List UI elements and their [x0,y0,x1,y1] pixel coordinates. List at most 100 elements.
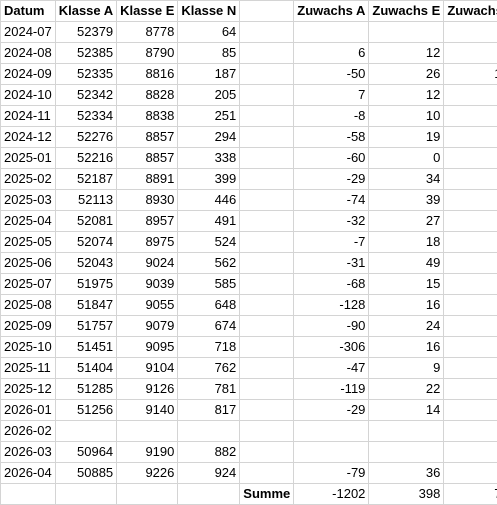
cell-datum[interactable]: 2026-01 [1,400,56,421]
cell-datum[interactable]: 2025-10 [1,337,56,358]
cell-klasse-e[interactable]: 8930 [117,190,178,211]
cell-datum[interactable]: 2025-01 [1,148,56,169]
cell-datum[interactable]: 2025-08 [1,295,56,316]
cell-zuwachs-n[interactable]: 63 [444,295,497,316]
cell-zuwachs-e[interactable]: 12 [369,85,444,106]
cell-klasse-e[interactable]: 9126 [117,379,178,400]
cell-datum[interactable] [1,484,56,505]
cell-klasse-a[interactable]: 52276 [55,127,116,148]
cell-klasse-a[interactable]: 52043 [55,253,116,274]
cell-zuwachs-a[interactable]: -31 [294,253,369,274]
cell-klasse-a[interactable] [55,421,116,442]
cell-zuwachs-a[interactable]: -60 [294,148,369,169]
cell-zuwachs-n[interactable]: 102 [444,64,497,85]
cell-zuwachs-n[interactable]: 21 [444,43,497,64]
cell-label[interactable] [240,148,294,169]
cell-klasse-e[interactable]: 9095 [117,337,178,358]
header-cell-empty[interactable] [240,1,294,22]
cell-zuwachs-n[interactable]: 44 [444,148,497,169]
cell-label[interactable] [240,43,294,64]
cell-datum[interactable]: 2025-12 [1,379,56,400]
cell-klasse-n[interactable]: 294 [178,127,240,148]
cell-zuwachs-n[interactable]: 33 [444,232,497,253]
cell-datum[interactable]: 2025-03 [1,190,56,211]
cell-klasse-n[interactable]: 187 [178,64,240,85]
cell-klasse-n[interactable]: 817 [178,400,240,421]
cell-zuwachs-a[interactable]: -29 [294,400,369,421]
cell-zuwachs-e[interactable]: 34 [369,169,444,190]
cell-label[interactable] [240,253,294,274]
cell-datum[interactable]: 2025-02 [1,169,56,190]
cell-klasse-e[interactable]: 8857 [117,127,178,148]
cell-label[interactable] [240,106,294,127]
cell-klasse-e[interactable]: 8816 [117,64,178,85]
cell-klasse-a[interactable]: 52379 [55,22,116,43]
cell-klasse-e[interactable]: 8828 [117,85,178,106]
cell-zuwachs-n[interactable] [444,442,497,463]
cell-klasse-a[interactable]: 51451 [55,337,116,358]
header-cell-zuwachs-e[interactable]: Zuwachs E [369,1,444,22]
cell-label[interactable] [240,463,294,484]
cell-klasse-e[interactable]: 8975 [117,232,178,253]
cell-zuwachs-e[interactable]: 14 [369,400,444,421]
cell-klasse-a[interactable]: 52216 [55,148,116,169]
cell-zuwachs-e[interactable] [369,442,444,463]
cell-zuwachs-e[interactable]: 16 [369,337,444,358]
cell-klasse-n[interactable] [178,484,240,505]
cell-zuwachs-a[interactable]: -74 [294,190,369,211]
cell-label[interactable] [240,274,294,295]
cell-label[interactable] [240,22,294,43]
cell-klasse-a[interactable]: 51256 [55,400,116,421]
cell-zuwachs-a[interactable]: -306 [294,337,369,358]
cell-label[interactable] [240,127,294,148]
cell-datum[interactable]: 2025-09 [1,316,56,337]
cell-klasse-n[interactable]: 762 [178,358,240,379]
cell-zuwachs-a[interactable]: -128 [294,295,369,316]
cell-zuwachs-a[interactable]: -8 [294,106,369,127]
cell-zuwachs-n[interactable]: 45 [444,211,497,232]
cell-zuwachs-n[interactable]: 46 [444,106,497,127]
cell-label[interactable] [240,400,294,421]
cell-zuwachs-n[interactable]: 23 [444,274,497,295]
cell-klasse-e[interactable]: 9190 [117,442,178,463]
cell-datum[interactable]: 2024-08 [1,43,56,64]
cell-zuwachs-a[interactable] [294,442,369,463]
cell-label[interactable] [240,421,294,442]
cell-zuwachs-a[interactable]: -79 [294,463,369,484]
cell-zuwachs-n[interactable]: 19 [444,379,497,400]
cell-zuwachs-n[interactable]: 795 [444,484,497,505]
cell-klasse-n[interactable]: 648 [178,295,240,316]
cell-klasse-a[interactable]: 52113 [55,190,116,211]
cell-label[interactable] [240,85,294,106]
cell-label[interactable] [240,316,294,337]
cell-klasse-a[interactable]: 51847 [55,295,116,316]
cell-klasse-n[interactable]: 251 [178,106,240,127]
cell-zuwachs-e[interactable]: 10 [369,106,444,127]
cell-label[interactable] [240,64,294,85]
cell-zuwachs-a[interactable]: 6 [294,43,369,64]
cell-datum[interactable]: 2025-05 [1,232,56,253]
cell-zuwachs-a[interactable]: -90 [294,316,369,337]
cell-zuwachs-a[interactable]: -50 [294,64,369,85]
cell-klasse-n[interactable]: 781 [178,379,240,400]
cell-klasse-a[interactable]: 52334 [55,106,116,127]
cell-klasse-a[interactable]: 52187 [55,169,116,190]
cell-klasse-n[interactable]: 882 [178,442,240,463]
cell-klasse-e[interactable]: 9039 [117,274,178,295]
cell-datum[interactable]: 2025-06 [1,253,56,274]
cell-zuwachs-n[interactable]: 42 [444,463,497,484]
cell-datum[interactable]: 2024-07 [1,22,56,43]
header-cell-datum[interactable]: Datum [1,1,56,22]
cell-zuwachs-e[interactable]: 9 [369,358,444,379]
cell-zuwachs-a[interactable]: -68 [294,274,369,295]
cell-klasse-a[interactable]: 50885 [55,463,116,484]
cell-datum[interactable]: 2024-12 [1,127,56,148]
cell-klasse-n[interactable] [178,421,240,442]
cell-klasse-a[interactable]: 52074 [55,232,116,253]
cell-klasse-e[interactable]: 9226 [117,463,178,484]
cell-zuwachs-e[interactable]: 49 [369,253,444,274]
cell-klasse-n[interactable]: 674 [178,316,240,337]
cell-zuwachs-a[interactable]: -58 [294,127,369,148]
cell-klasse-e[interactable]: 8790 [117,43,178,64]
cell-klasse-n[interactable]: 205 [178,85,240,106]
